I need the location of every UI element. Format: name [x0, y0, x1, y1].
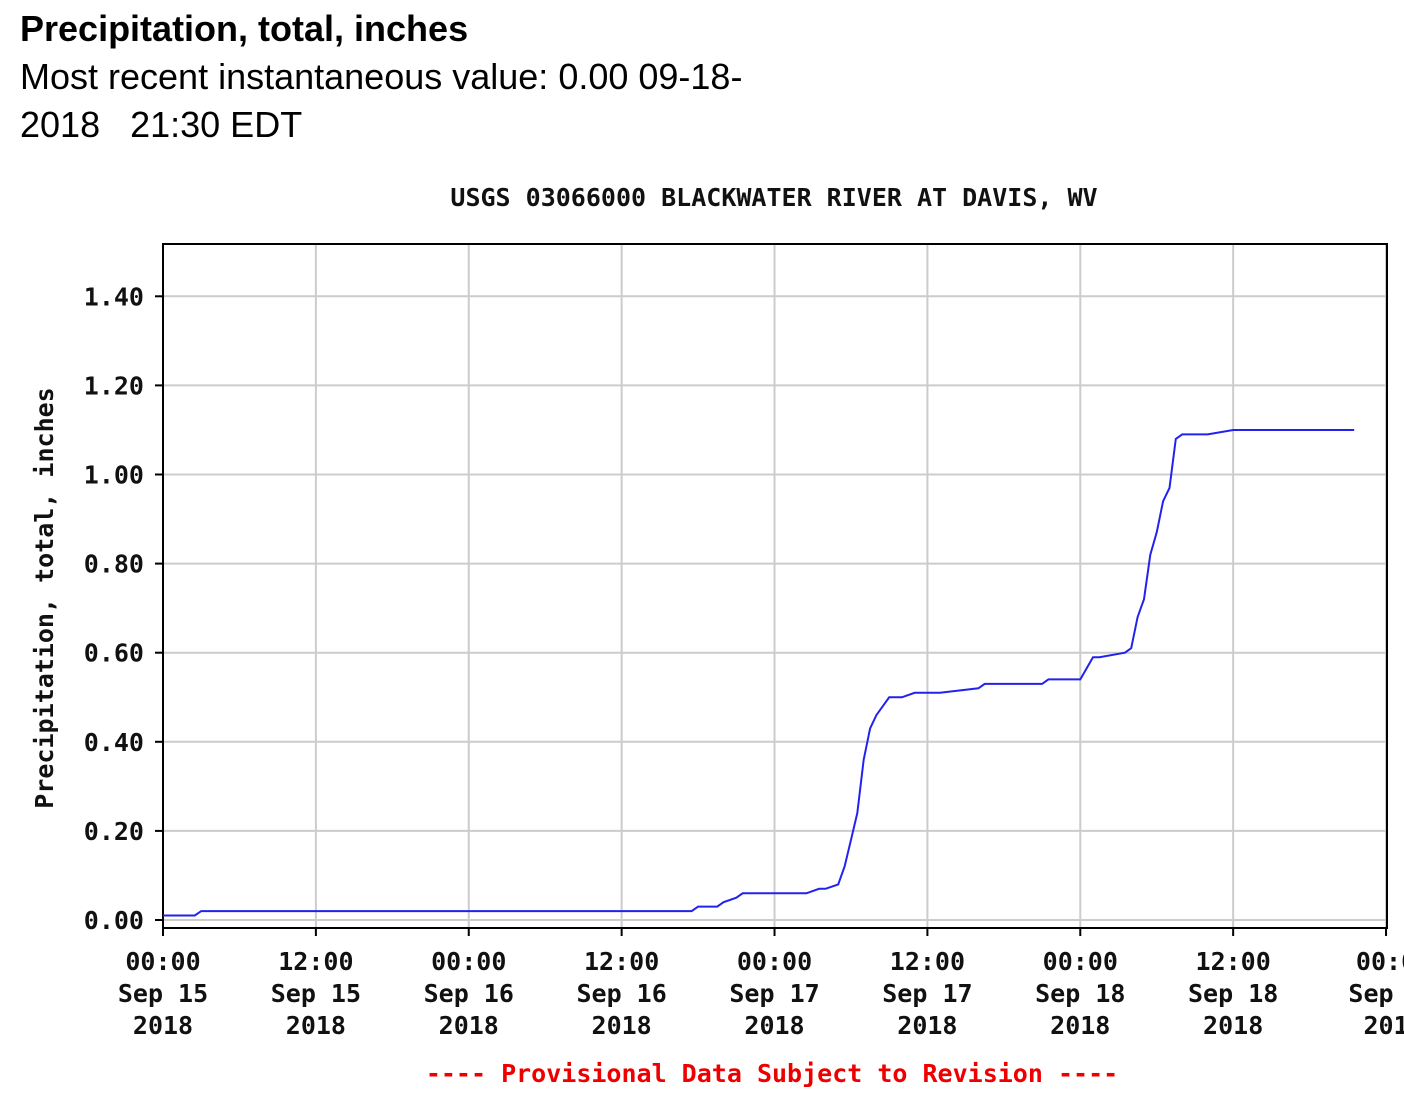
grid-lines [163, 244, 1388, 928]
y-axis-label: Precipitation, total, inches [30, 387, 59, 808]
page-title: Precipitation, total, inches [20, 8, 469, 49]
y-tick-label: 0.60 [84, 639, 144, 668]
x-tick-label: Sep 15 [118, 979, 208, 1008]
y-tick-label: 1.20 [84, 371, 144, 400]
x-tick-label: 2018 [744, 1011, 804, 1040]
y-tick-label: 1.40 [84, 282, 144, 311]
x-axis-ticks: 00:00 Sep 15 2018 12:00 Sep 15 2018 00:00 Sep 1… [118, 928, 1404, 1040]
x-tick-label: Sep 15 [271, 979, 361, 1008]
x-tick-label: 00:00 [431, 947, 506, 976]
x-tick-label: Sep 16 [576, 979, 666, 1008]
x-tick-label: Sep 1 [1348, 979, 1404, 1008]
x-tick-label: 12:00 [278, 947, 353, 976]
y-tick-label: 0.40 [84, 728, 144, 757]
x-tick-label: 00:00 [125, 947, 200, 976]
y-tick-label: 1.00 [84, 461, 144, 490]
x-tick-label: 00:0 [1356, 947, 1404, 976]
provisional-footer: ---- Provisional Data Subject to Revisio… [426, 1059, 1118, 1088]
x-tick-label: Sep 17 [882, 979, 972, 1008]
recent-value-line-2: 2018 21:30 EDT [20, 104, 303, 145]
x-tick-label: 2018 [286, 1011, 346, 1040]
x-tick-label: 12:00 [1196, 947, 1271, 976]
x-tick-label: 2018 [897, 1011, 957, 1040]
x-tick-label: 2018 [1203, 1011, 1263, 1040]
x-tick-label: Sep 17 [729, 979, 819, 1008]
x-tick-label: 201 [1363, 1011, 1404, 1040]
recent-value-line-1: Most recent instantaneous value: 0.00 09… [20, 56, 743, 97]
x-tick-label: 2018 [439, 1011, 499, 1040]
chart-title: USGS 03066000 BLACKWATER RIVER AT DAVIS,… [450, 183, 1097, 212]
x-tick-label: 2018 [592, 1011, 652, 1040]
x-tick-label: 2018 [133, 1011, 193, 1040]
series-layer [163, 429, 1355, 917]
x-tick-label: 12:00 [584, 947, 659, 976]
x-tick-label: Sep 18 [1188, 979, 1278, 1008]
y-tick-label: 0.20 [84, 817, 144, 846]
x-tick-label: 2018 [1050, 1011, 1110, 1040]
y-axis-ticks: 0.00 0.20 0.40 0.60 0.80 1.00 1.20 1.40 [84, 282, 163, 935]
x-tick-label: Sep 18 [1035, 979, 1125, 1008]
series-line [163, 429, 1355, 917]
x-tick-label: Sep 16 [424, 979, 514, 1008]
y-tick-label: 0.00 [84, 906, 144, 935]
x-tick-label: 00:00 [1043, 947, 1118, 976]
x-tick-label: 00:00 [737, 947, 812, 976]
x-tick-label: 12:00 [890, 947, 965, 976]
y-tick-label: 0.80 [84, 550, 144, 579]
